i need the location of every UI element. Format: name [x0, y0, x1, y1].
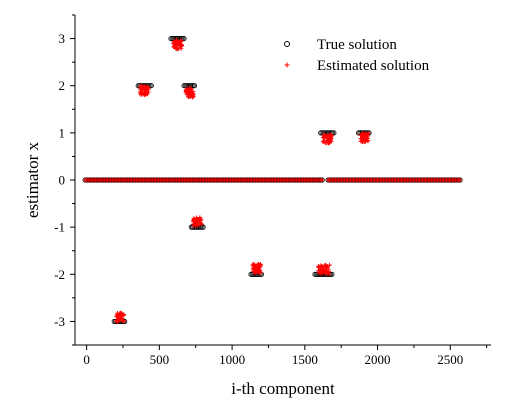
estimated-point [193, 223, 198, 228]
estimated-point [324, 266, 330, 271]
estimated-point [360, 134, 365, 140]
estimated-point [176, 46, 181, 52]
estimated-point [118, 310, 123, 316]
y-tick-label: -1 [54, 220, 65, 235]
estimated-point [329, 139, 334, 144]
estimated-point [179, 38, 184, 44]
estimated-point [457, 177, 463, 183]
estimated-point [319, 177, 325, 183]
estimated-point [322, 262, 328, 268]
axes: 0 500 1000 1500 2000 2500 -3 -2 -1 0 1 2 3 [54, 14, 491, 367]
estimated-point [188, 87, 193, 92]
legend: True solution Estimated solution [284, 37, 430, 74]
estimated-point [251, 263, 257, 268]
estimated-point [173, 39, 179, 44]
true-point [191, 83, 198, 89]
legend-label-true: True solution [317, 37, 397, 53]
x-tick-label: 2500 [437, 352, 463, 367]
y-tick-label: 3 [59, 31, 66, 46]
true-point [200, 224, 206, 230]
estimated-point [139, 91, 144, 97]
estimated-point [365, 138, 371, 144]
estimated-point [183, 88, 189, 93]
estimated-point [138, 84, 144, 89]
x-tick-label: 0 [83, 352, 90, 367]
estimated-point [119, 317, 124, 322]
y-axis-title: estimator x [23, 141, 42, 218]
estimated-point [171, 44, 177, 49]
true-point [181, 35, 187, 42]
estimated-point [321, 135, 326, 140]
estimated-point [320, 139, 326, 145]
x-axis-title: i-th component [231, 379, 335, 398]
estimated-point [365, 136, 370, 141]
estimated-point [316, 264, 322, 269]
estimated-point [189, 92, 194, 97]
estimated-point [184, 89, 190, 94]
estimated-point [196, 217, 201, 222]
y-tick-label: 0 [59, 173, 66, 188]
estimated-point [115, 314, 120, 319]
estimated-point [327, 132, 333, 137]
x-tick-label: 1500 [292, 352, 318, 367]
estimated-point [179, 43, 184, 48]
legend-label-estimated: Estimated solution [317, 58, 430, 74]
estimated-point [115, 319, 121, 324]
legend-marker-estimated [284, 62, 290, 68]
estimated-point [252, 266, 258, 271]
legend-marker-true [284, 41, 290, 47]
estimated-point [320, 265, 325, 270]
estimated-point [366, 130, 371, 136]
estimated-point [359, 139, 364, 144]
x-tick-label: 1000 [219, 352, 245, 367]
y-tick-label: 1 [59, 125, 66, 140]
estimated-point [146, 87, 151, 92]
estimated-point [258, 262, 264, 268]
estimated-point [250, 269, 256, 274]
x-tick-label: 2000 [365, 352, 391, 367]
estimated-point [139, 86, 145, 91]
estimated-point [321, 139, 326, 144]
y-tick-label: 2 [59, 78, 66, 93]
y-tick-label: -2 [54, 267, 65, 282]
estimated-point [143, 91, 149, 96]
true-point [148, 83, 154, 89]
estimated-point [186, 94, 191, 100]
y-tick-label: -3 [54, 314, 65, 329]
estimated-point [318, 271, 323, 276]
estimated-point [119, 316, 125, 321]
estimated-point [325, 270, 330, 275]
estimated-point [138, 89, 143, 94]
estimated-point [191, 218, 197, 224]
x-tick-label: 500 [150, 352, 170, 367]
estimated-point [199, 221, 204, 227]
estimated-point [361, 137, 366, 143]
plot-area [82, 35, 463, 325]
